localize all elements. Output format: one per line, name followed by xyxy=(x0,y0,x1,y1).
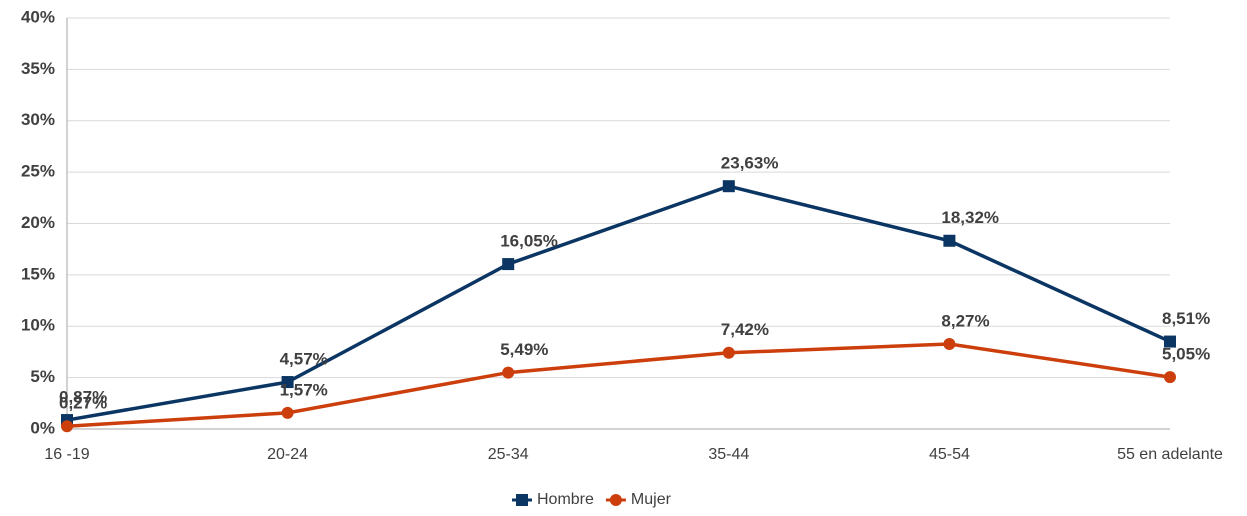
point xyxy=(1164,371,1176,384)
point xyxy=(943,338,956,351)
x-tick-label: 25-34 xyxy=(488,446,529,463)
y-tick-label: 30% xyxy=(21,110,55,129)
data-label: 4,57% xyxy=(280,350,328,369)
data-label: 16,05% xyxy=(500,232,558,251)
y-tick-label: 10% xyxy=(21,316,55,335)
legend-marker xyxy=(609,494,622,506)
data-label: 8,51% xyxy=(1162,309,1210,328)
point xyxy=(1164,335,1176,348)
legend-label: Mujer xyxy=(631,491,672,508)
y-tick-label: 15% xyxy=(21,264,55,283)
x-tick-label: 35-44 xyxy=(708,446,749,463)
x-tick-label: 20-24 xyxy=(267,446,308,463)
point xyxy=(722,180,735,193)
point xyxy=(502,258,515,271)
x-tick-label: 16 -19 xyxy=(44,446,89,463)
data-label: 5,49% xyxy=(500,340,548,359)
data-label: 0,87% xyxy=(59,388,107,407)
point xyxy=(281,406,294,419)
y-tick-label: 35% xyxy=(21,59,55,78)
data-label: 23,63% xyxy=(721,154,779,173)
y-tick-label: 5% xyxy=(30,367,55,386)
data-label: 0,27% xyxy=(59,394,107,413)
point xyxy=(281,376,294,389)
point xyxy=(722,346,735,359)
point xyxy=(61,420,73,433)
legend-label: Hombre xyxy=(537,491,594,508)
data-label: 5,05% xyxy=(1162,345,1210,364)
point xyxy=(502,366,515,379)
data-label: 8,27% xyxy=(941,312,989,331)
data-label: 18,32% xyxy=(941,208,999,227)
series-line xyxy=(66,342,1171,428)
series-line xyxy=(66,184,1171,422)
y-tick-label: 25% xyxy=(21,162,55,181)
data-label: 1,57% xyxy=(280,380,328,399)
x-tick-label: 45-54 xyxy=(929,446,970,463)
y-tick-label: 0% xyxy=(30,418,55,437)
data-label: 7,42% xyxy=(721,320,769,339)
point xyxy=(943,234,956,247)
x-tick-label: 55 en adelante xyxy=(1117,446,1223,463)
y-tick-label: 20% xyxy=(21,213,55,232)
y-tick-label: 40% xyxy=(21,7,55,26)
legend-marker xyxy=(516,494,528,506)
